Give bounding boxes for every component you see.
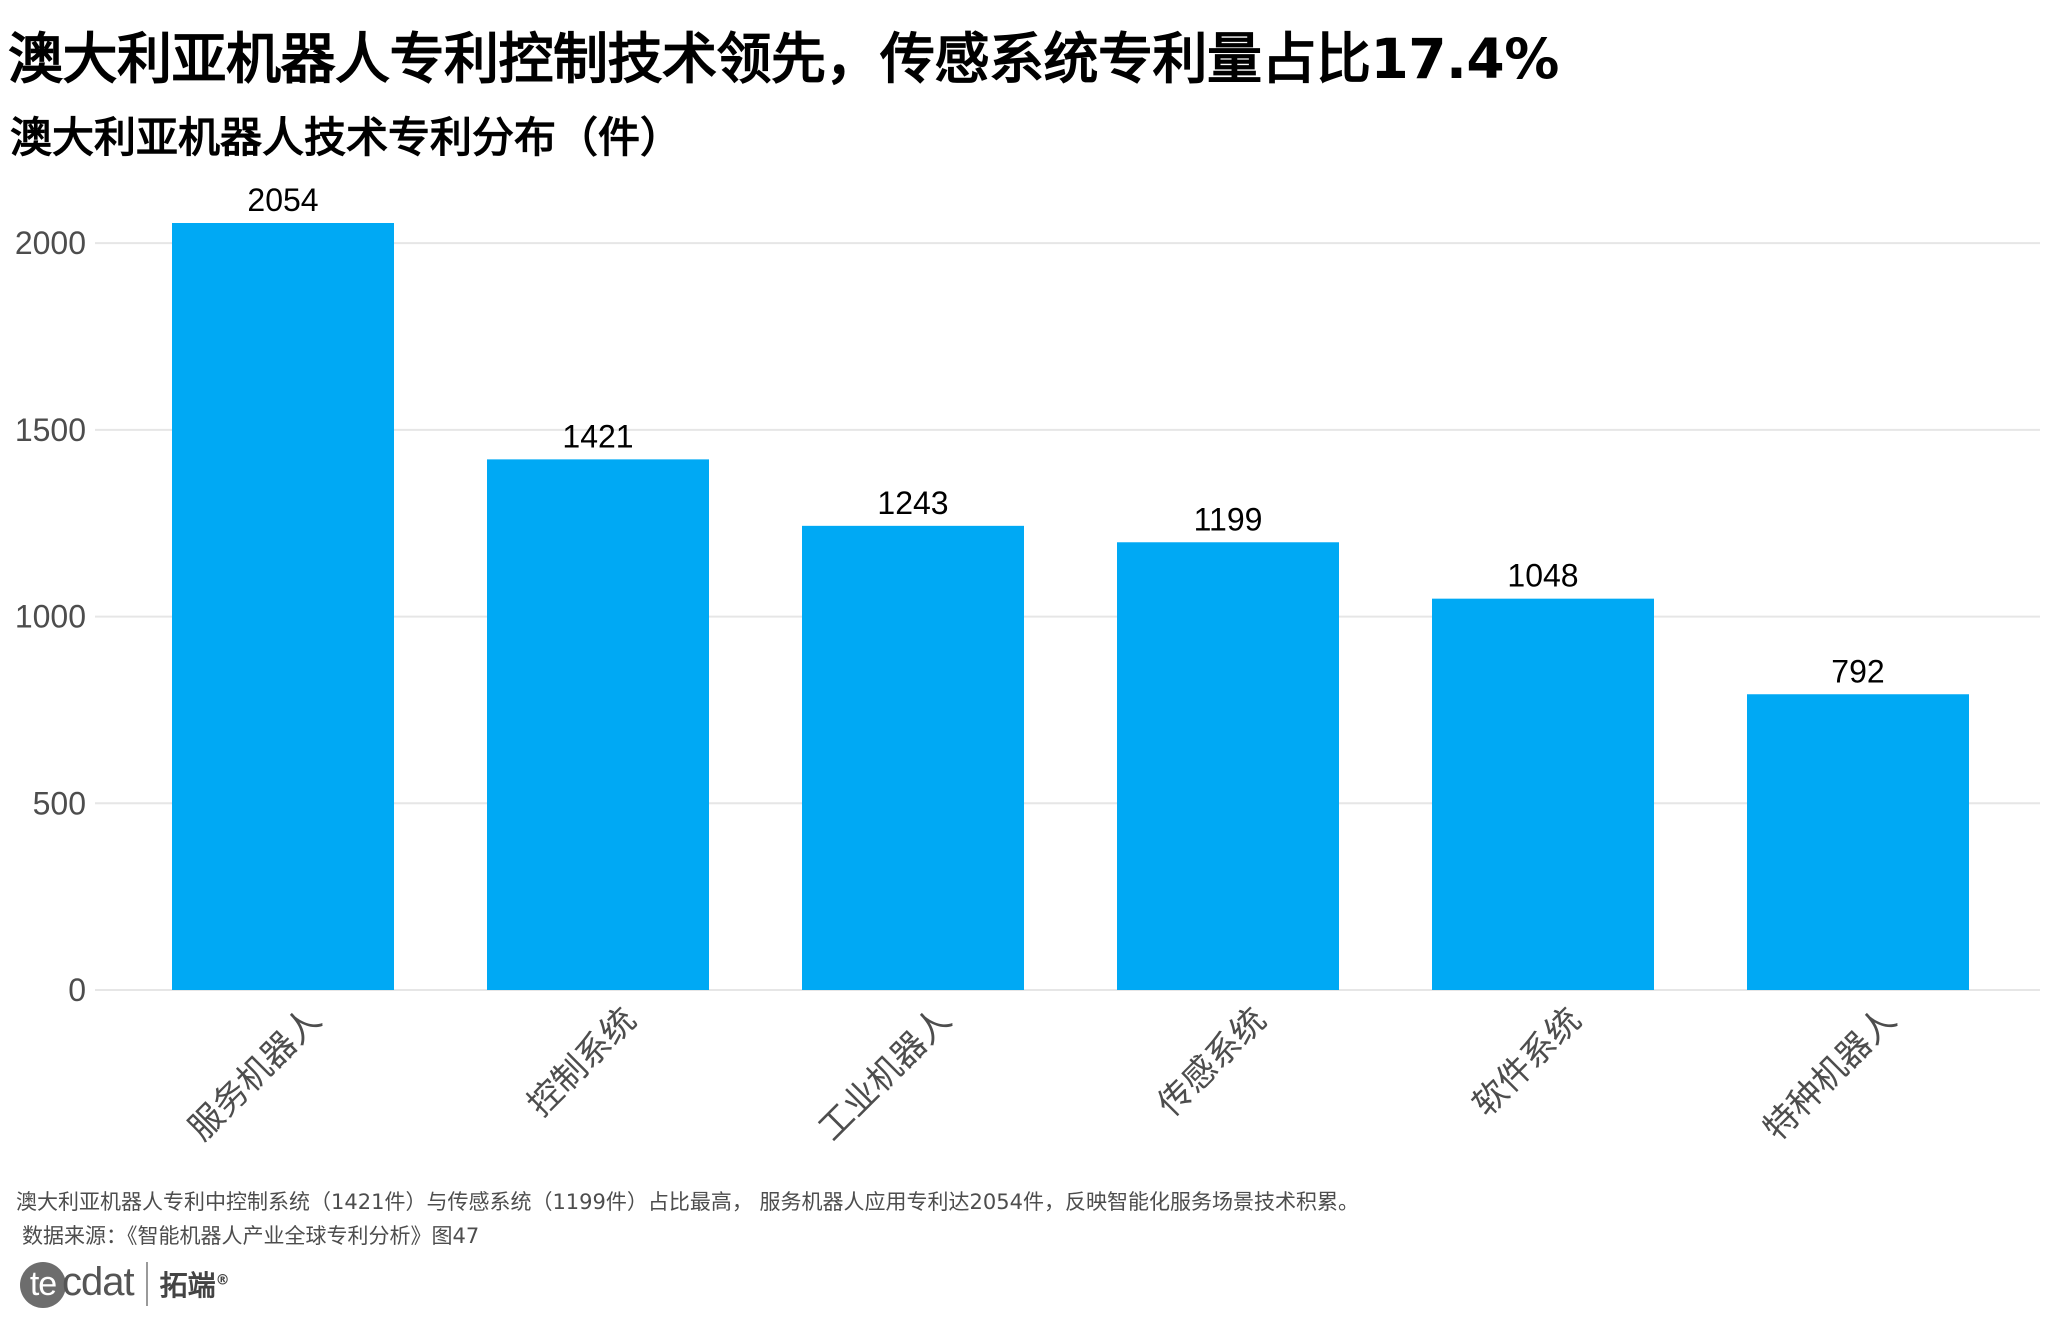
bar	[1432, 598, 1654, 990]
bar-value-label: 1421	[562, 418, 633, 454]
x-axis-labels: 服务机器人 控制系统 工业机器人 传感系统 软件系统 特种机器人	[181, 1000, 1904, 1148]
x-tick-label: 特种机器人	[1756, 1000, 1904, 1148]
data-labels: 2054 1421 1243 1199 1048 792	[247, 182, 1884, 689]
bar-value-label: 1243	[877, 485, 948, 521]
x-tick-label: 工业机器人	[811, 1000, 959, 1148]
bar-value-label: 1048	[1507, 558, 1578, 594]
bar	[487, 459, 709, 990]
x-tick-label: 控制系统	[520, 1000, 644, 1124]
x-tick-label: 服务机器人	[181, 1000, 329, 1148]
bar-value-label: 792	[1831, 653, 1884, 689]
chart-headline: 澳大利亚机器人专利控制技术领先，传感系统专利量占比17.4%	[8, 27, 1559, 91]
bar	[1747, 694, 1969, 990]
data-source: 数据来源：《智能机器人产业全球专利分析》图47	[22, 1224, 480, 1248]
y-tick-label: 0	[68, 972, 86, 1008]
y-tick-label: 2000	[15, 225, 86, 261]
logo-chinese-name: 拓端®	[159, 1269, 230, 1302]
bars	[172, 223, 1969, 990]
x-tick-label: 软件系统	[1465, 1000, 1589, 1124]
brand-logo: te cdat 拓端®	[20, 1256, 230, 1312]
y-axis-ticks: 0 500 1000 1500 2000	[15, 225, 86, 1008]
bar	[1117, 542, 1339, 990]
logo-divider	[145, 1262, 148, 1306]
bar-chart: 0 500 1000 1500 2000 2054 1421 1243 1199 1048 792…	[15, 182, 2040, 1149]
x-tick-label: 传感系统	[1150, 1000, 1274, 1124]
tecdat-logo-mark: te cdat	[20, 1260, 135, 1308]
bar-value-label: 2054	[247, 182, 318, 218]
chart-title: 澳大利亚机器人技术专利分布（件）	[10, 113, 683, 162]
y-tick-label: 1500	[15, 412, 86, 448]
bar-value-label: 1199	[1194, 501, 1263, 537]
bar	[172, 223, 394, 990]
bar	[802, 525, 1024, 990]
y-tick-label: 1000	[15, 599, 86, 635]
gridlines	[95, 242, 2040, 991]
y-tick-label: 500	[33, 785, 86, 821]
chart-note: 澳大利亚机器人专利中控制系统（1421件）与传感系统（1199件）占比最高， 服…	[16, 1190, 1360, 1214]
